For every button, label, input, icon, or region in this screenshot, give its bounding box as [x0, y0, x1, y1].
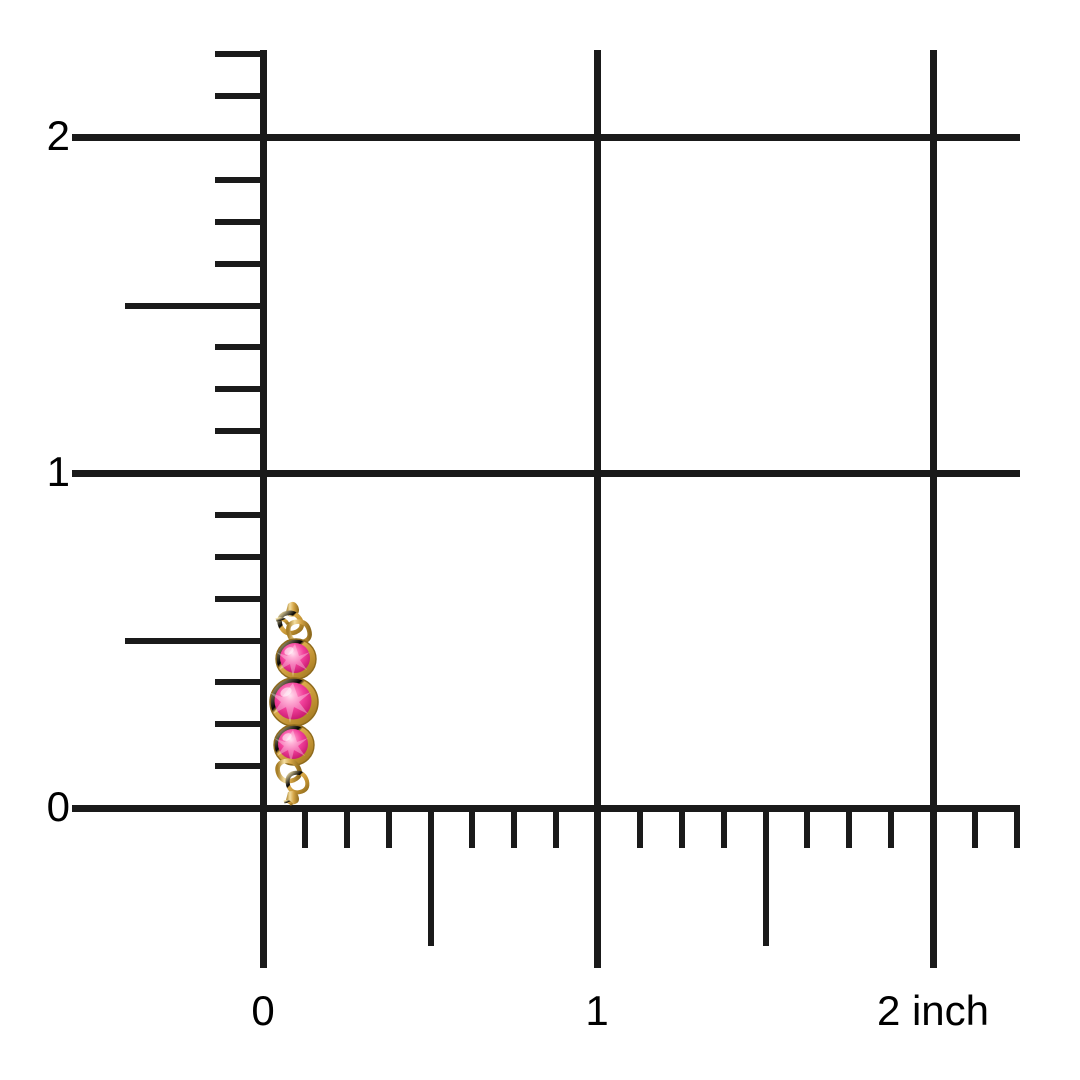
gridline-vertical-2 [930, 50, 937, 968]
x-tick-0.875 [553, 808, 560, 848]
x-tick-1.250 [678, 808, 685, 848]
y-tick-1.250 [215, 386, 263, 393]
y-tick-1.500 [125, 302, 263, 309]
gemstone-bottom [273, 724, 315, 766]
y-tick-1.625 [215, 260, 263, 267]
y-tick-2.250 [215, 51, 263, 58]
y-tick-0.875 [215, 511, 263, 518]
y-tick-2.125 [215, 93, 263, 100]
gridline-horizontal-2 [72, 134, 1020, 141]
y-tick-1.375 [215, 344, 263, 351]
x-tick-1.625 [804, 808, 811, 848]
gridline-vertical-1 [594, 50, 601, 968]
x-tick-0.125 [301, 808, 308, 848]
y-tick-0.375 [215, 679, 263, 686]
y-tick-0.500 [125, 637, 263, 644]
chain-link-top [275, 601, 312, 645]
x-tick-0.750 [511, 808, 518, 848]
three-stone-gemstone-pendant [262, 596, 324, 812]
y-tick-1.125 [215, 428, 263, 435]
y-axis-label-2: 2 [46, 112, 70, 159]
x-tick-1.875 [888, 808, 895, 848]
y-tick-1.875 [215, 176, 263, 183]
x-tick-1.500 [762, 808, 769, 946]
gridline-vertical-0 [260, 50, 267, 968]
gemstone-top [275, 638, 317, 680]
x-axis-label-1: 1 [585, 987, 609, 1034]
y-tick-0.125 [215, 763, 263, 770]
x-tick-2.250 [1013, 808, 1020, 848]
x-tick-1.125 [636, 808, 643, 848]
x-tick-0.375 [385, 808, 392, 848]
x-axis-label-2: 2 inch [876, 987, 990, 1034]
x-tick-1.375 [720, 808, 727, 848]
gridline-horizontal-1 [72, 470, 1020, 477]
y-tick-0.250 [215, 721, 263, 728]
gemstone-middle [269, 677, 319, 727]
y-axis-label-1: 1 [46, 448, 70, 495]
y-axis-label-0: 0 [46, 783, 70, 830]
x-axis-label-0: 0 [251, 987, 275, 1034]
y-tick-0.625 [215, 595, 263, 602]
x-tick-1.750 [846, 808, 853, 848]
x-tick-2.125 [971, 808, 978, 848]
x-tick-0.250 [343, 808, 350, 848]
gridline-horizontal-0 [72, 805, 1020, 812]
y-tick-1.750 [215, 218, 263, 225]
chain-link-bottom [275, 758, 310, 806]
x-tick-0.500 [427, 808, 434, 946]
x-tick-0.625 [469, 808, 476, 848]
y-tick-0.750 [215, 553, 263, 560]
